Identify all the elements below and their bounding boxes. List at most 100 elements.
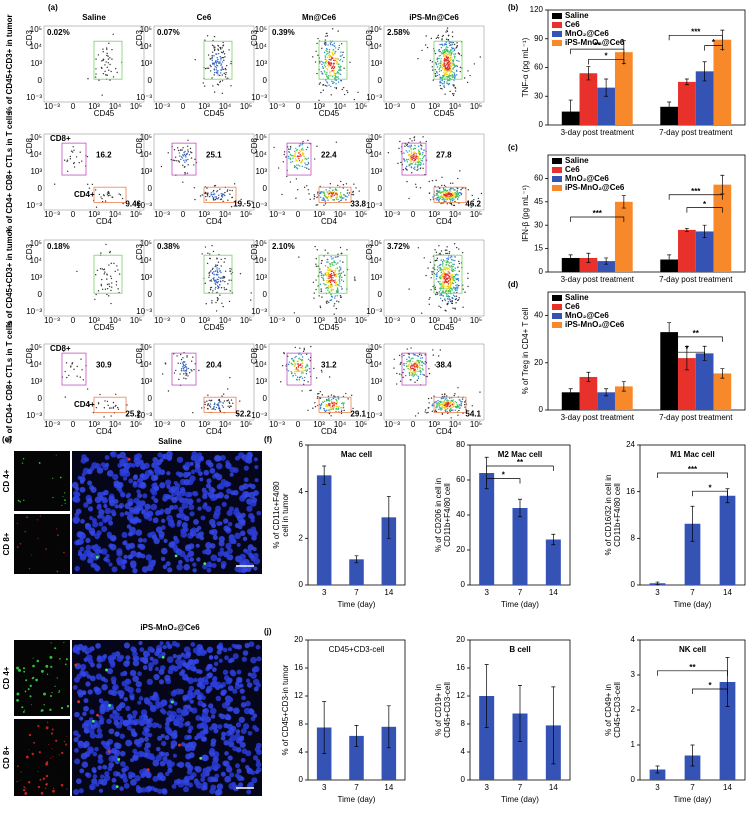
image-speck	[32, 657, 34, 659]
nucleus	[98, 788, 104, 793]
nucleus	[166, 484, 171, 489]
event-dot	[218, 62, 220, 65]
event-dot	[183, 155, 185, 157]
event-dot	[208, 195, 211, 198]
nucleus	[164, 735, 170, 741]
event-dot	[339, 278, 341, 280]
event-dot	[471, 194, 473, 197]
event-dot	[217, 404, 220, 407]
nucleus	[169, 519, 175, 524]
event-dot	[435, 259, 437, 262]
nucleus	[209, 529, 214, 535]
event-dot	[220, 64, 222, 66]
event-dot	[405, 362, 407, 365]
row-label: % of CD45+CD3+ in tumor	[5, 228, 14, 327]
nucleus	[154, 696, 160, 702]
event-dot	[446, 246, 448, 248]
event-dot	[103, 416, 105, 418]
event-dot	[313, 158, 316, 160]
nucleus	[104, 462, 110, 468]
event-dot	[332, 276, 334, 279]
event-dot	[455, 278, 458, 281]
event-dot	[419, 187, 422, 189]
event-dot	[408, 371, 411, 374]
event-dot	[434, 73, 437, 75]
nucleus	[100, 703, 105, 708]
event-dot	[418, 150, 421, 153]
event-dot	[451, 48, 453, 51]
event-dot	[324, 73, 327, 75]
event-dot	[173, 149, 176, 151]
event-dot	[342, 271, 345, 273]
event-dot	[185, 363, 187, 366]
event-dot	[225, 72, 227, 74]
event-dot	[330, 400, 333, 403]
event-dot	[437, 34, 439, 37]
nucleus	[210, 738, 217, 744]
event-dot	[334, 86, 336, 89]
nucleus	[204, 548, 212, 555]
nucleus	[161, 518, 166, 523]
event-dot	[299, 150, 302, 153]
event-dot	[437, 270, 440, 273]
nucleus	[256, 656, 262, 662]
x-tick-label: 10⁴	[219, 316, 232, 325]
event-dot	[277, 167, 280, 169]
nucleus	[227, 521, 233, 527]
event-dot	[185, 372, 187, 374]
event-dot	[334, 275, 337, 278]
nucleus	[89, 785, 94, 790]
event-dot	[451, 31, 454, 33]
event-dot	[316, 196, 319, 198]
event-dot	[436, 74, 439, 77]
x-tick-label: 10⁻³	[384, 210, 400, 219]
event-dot	[215, 53, 217, 55]
event-dot	[117, 269, 119, 271]
nucleus	[208, 726, 214, 731]
event-dot	[82, 379, 85, 381]
event-dot	[417, 163, 419, 166]
event-dot	[327, 44, 329, 46]
event-dot	[447, 257, 449, 259]
event-dot	[327, 252, 329, 254]
event-dot	[176, 147, 179, 149]
event-dot	[448, 50, 451, 53]
event-dot	[222, 45, 224, 47]
nucleus	[252, 755, 259, 761]
nucleus	[125, 655, 131, 661]
event-dot	[228, 300, 231, 303]
event-dot	[447, 412, 449, 415]
x-tick-label: 10³	[198, 210, 210, 219]
image-row-label: CD 4+	[2, 666, 11, 689]
image-speck	[23, 670, 26, 673]
x-tick-label: 10⁵	[470, 210, 482, 219]
x-tick-label: 10⁴	[449, 316, 462, 325]
event-dot	[296, 376, 299, 378]
event-dot	[438, 55, 441, 57]
event-dot	[227, 283, 229, 285]
event-dot	[97, 290, 100, 292]
nucleus	[160, 740, 167, 747]
event-dot	[207, 54, 210, 56]
x-tick-label: 0	[296, 210, 301, 219]
event-dot	[448, 196, 451, 199]
event-dot	[302, 362, 304, 364]
event-dot	[410, 150, 412, 152]
nucleus	[140, 553, 146, 559]
event-dot	[327, 409, 330, 411]
event-dot	[445, 278, 448, 280]
event-dot	[319, 185, 321, 188]
event-dot	[226, 400, 228, 402]
y-axis-name: CD3	[25, 29, 34, 46]
event-dot	[452, 399, 454, 401]
event-dot	[317, 37, 319, 40]
nucleus	[168, 541, 175, 548]
event-dot	[443, 71, 445, 74]
nucleus	[74, 516, 81, 523]
event-dot	[448, 252, 450, 255]
nucleus	[200, 732, 206, 738]
event-dot	[338, 46, 340, 49]
event-dot	[444, 66, 447, 68]
event-dot	[302, 149, 304, 151]
event-dot	[321, 63, 323, 66]
